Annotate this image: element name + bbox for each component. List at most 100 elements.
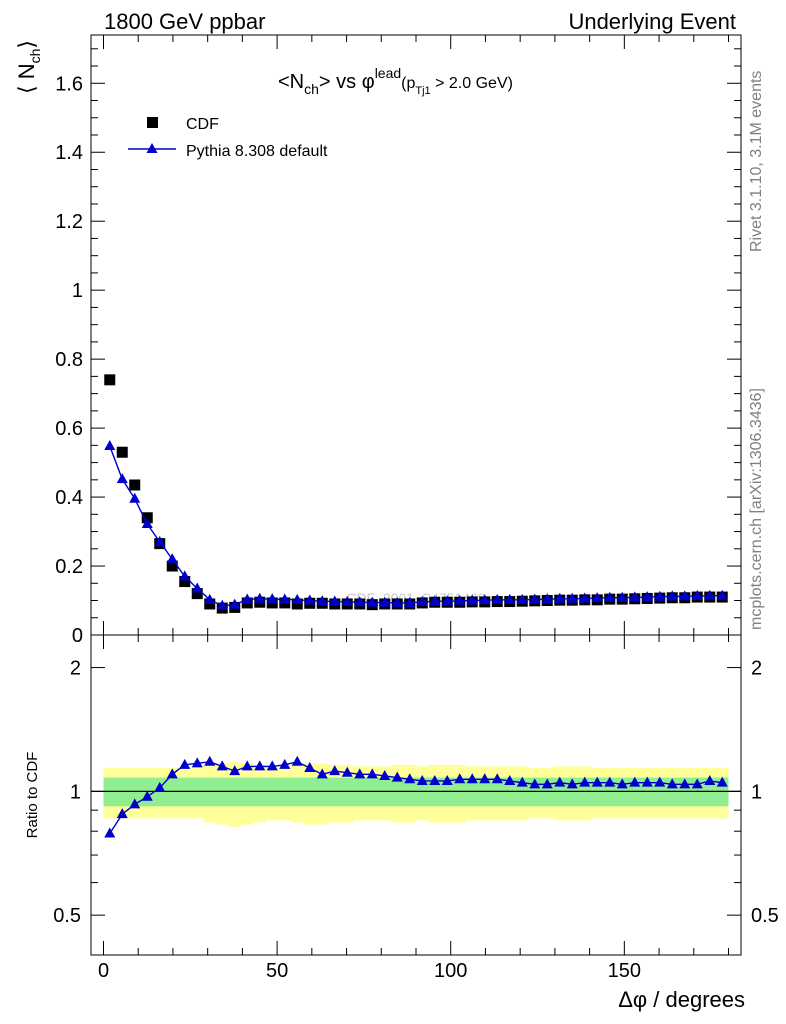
ratio-point: [654, 776, 666, 787]
cdf-point: [204, 598, 216, 610]
ratio-point: [116, 808, 128, 819]
pythia-point: [554, 592, 566, 603]
mcplots-label: mcplots.cern.ch [arXiv:1306.3436]: [748, 388, 765, 630]
ratio-point: [704, 774, 716, 785]
ratio-point: [166, 768, 178, 779]
ratio-point: [266, 760, 278, 771]
pythia-point: [404, 596, 416, 607]
pythia-point: [304, 594, 316, 605]
ratio-point: [529, 778, 541, 789]
top-ytick-label: 0: [72, 625, 83, 647]
top-ytick-label: 0.4: [55, 487, 83, 509]
pythia-point: [379, 596, 391, 607]
bottom-panel: 0 50 100 150 0.5 0.5 1 1 2 2: [53, 634, 779, 982]
ratio-point: [504, 774, 516, 785]
ratio-point: [179, 758, 191, 769]
pythia-line: [109, 445, 723, 607]
ratio-point: [316, 768, 328, 779]
legend-mc-label: Pythia 8.308 default: [186, 143, 328, 160]
pythia-point: [516, 593, 528, 604]
ratio-point: [366, 768, 378, 779]
pythia-point: [341, 595, 353, 606]
ratio-point: [141, 790, 153, 801]
pythia-point: [579, 592, 591, 603]
pythia-point: [204, 593, 216, 604]
header-right: Underlying Event: [568, 9, 736, 34]
xtick-label: 150: [608, 960, 641, 982]
ratio-point: [329, 765, 341, 776]
top-series: [104, 374, 728, 614]
ratio-point: [229, 765, 241, 776]
ratio-point: [629, 776, 641, 787]
cdf-point: [166, 560, 178, 572]
ratio-point: [291, 755, 303, 766]
pythia-point: [416, 595, 428, 606]
ratio-point: [354, 768, 366, 779]
bottom-ylabel: Ratio to CDF: [24, 752, 41, 839]
pythia-point: [354, 596, 366, 607]
pythia-point: [191, 582, 203, 593]
xtick-label: 50: [266, 960, 288, 982]
plot-title: <Nch> vs φlead(pTj1 > 2.0 GeV): [278, 65, 513, 97]
ratio-point: [579, 776, 591, 787]
legend-cdf-marker: [147, 117, 158, 128]
pythia-point: [616, 591, 628, 602]
ratio-point: [129, 798, 141, 809]
pythia-point: [141, 517, 153, 528]
pythia-point: [429, 595, 441, 606]
ratio-point: [279, 758, 291, 769]
x-axis-label: Δφ / degrees: [618, 987, 745, 1012]
bottom-ytick-label: 1: [70, 781, 81, 803]
pythia-point: [329, 595, 341, 606]
pythia-point: [104, 440, 116, 451]
pythia-point: [279, 593, 291, 604]
pythia-point: [454, 594, 466, 605]
cdf-point: [129, 479, 141, 491]
ratio-point: [466, 773, 478, 784]
ratio-point: [479, 773, 491, 784]
pythia-point: [541, 593, 553, 604]
ratio-point: [191, 757, 203, 768]
ratio-point: [304, 761, 316, 772]
top-ytick-label: 1.4: [55, 142, 83, 164]
pythia-point: [466, 594, 478, 605]
pythia-point: [316, 595, 328, 606]
pythia-point: [641, 591, 653, 602]
ratio-point: [591, 776, 603, 787]
pythia-point: [166, 553, 178, 564]
legend: CDF Pythia 8.308 default: [128, 116, 328, 160]
pythia-point: [716, 589, 728, 600]
ratio-point: [341, 766, 353, 777]
cdf-point: [179, 576, 191, 588]
ratio-point: [216, 760, 228, 771]
cdf-point: [141, 512, 153, 524]
pythia-point: [491, 593, 503, 604]
bottom-ytick-label: 0.5: [53, 905, 81, 927]
pythia-point: [591, 592, 603, 603]
pythia-point: [291, 593, 303, 604]
pythia-point: [254, 592, 266, 603]
pythia-point: [266, 593, 278, 604]
pythia-point: [229, 598, 241, 609]
ratio-point: [154, 781, 166, 792]
top-ylabel: ⟨ Nch⟩: [14, 40, 43, 94]
ratio-point: [429, 774, 441, 785]
ratio-point: [604, 776, 616, 787]
ratio-point: [404, 773, 416, 784]
top-ytick-label: 0.6: [55, 418, 83, 440]
pythia-point: [529, 593, 541, 604]
ratio-point: [254, 760, 266, 771]
xtick-label: 100: [434, 960, 467, 982]
pythia-point: [666, 590, 678, 601]
top-ytick-label: 1: [72, 280, 83, 302]
uncertainty-band: [103, 761, 729, 827]
pythia-point: [129, 492, 141, 503]
ratio-point: [454, 773, 466, 784]
pythia-point: [566, 592, 578, 603]
top-ytick-label: 0.8: [55, 349, 83, 371]
cdf-point: [291, 598, 303, 610]
top-ytick-label: 0.2: [55, 556, 83, 578]
ratio-point: [641, 776, 653, 787]
ratio-point: [716, 776, 728, 787]
